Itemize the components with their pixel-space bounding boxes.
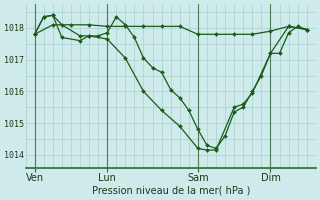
X-axis label: Pression niveau de la mer( hPa ): Pression niveau de la mer( hPa ) bbox=[92, 186, 250, 196]
